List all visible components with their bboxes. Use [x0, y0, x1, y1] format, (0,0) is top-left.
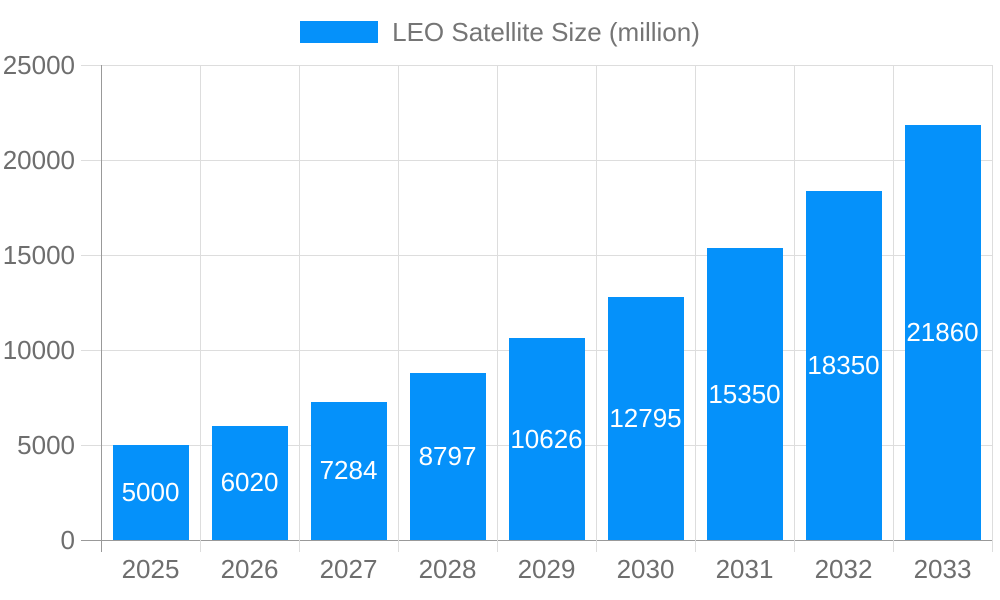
x-gridline [298, 65, 300, 540]
x-tick-label: 2031 [715, 554, 774, 584]
x-tick-label: 2032 [814, 554, 873, 584]
bar-2033[interactable]: 21860 [904, 124, 981, 540]
y-tick [81, 539, 101, 541]
x-gridline [991, 65, 993, 540]
x-tick-label: 2025 [121, 554, 180, 584]
y-tick [81, 349, 101, 351]
x-tick [694, 540, 696, 552]
bar-value-label: 5000 [121, 477, 180, 507]
bar-value-label: 21860 [906, 316, 979, 347]
y-tick [81, 64, 101, 66]
x-gridline [694, 65, 696, 540]
y-tick-label: 25000 [2, 50, 75, 80]
bar-2026[interactable]: 6020 [211, 425, 288, 540]
y-tick-label: 15000 [2, 240, 75, 270]
bar-value-label: 12795 [609, 402, 682, 433]
y-tick [81, 159, 101, 161]
bar-value-label: 15350 [708, 378, 781, 409]
x-tick [991, 540, 993, 552]
x-gridline [595, 65, 597, 540]
x-tick [199, 540, 201, 552]
y-tick [81, 444, 101, 446]
bar-2027[interactable]: 7284 [310, 401, 387, 540]
x-axis-line [101, 539, 992, 541]
bar-value-label: 8797 [418, 440, 477, 471]
x-tick-label: 2026 [220, 554, 279, 584]
y-axis-line [100, 65, 102, 540]
y-gridline [101, 64, 992, 66]
x-tick [397, 540, 399, 552]
y-tick [81, 254, 101, 256]
bar-2025[interactable]: 5000 [112, 445, 189, 540]
x-tick [595, 540, 597, 552]
x-tick-label: 2029 [517, 554, 576, 584]
x-tick-label: 2027 [319, 554, 378, 584]
y-tick-label: 20000 [2, 145, 75, 175]
bar-value-label: 10626 [510, 423, 583, 454]
x-tick [100, 540, 102, 552]
x-gridline [199, 65, 201, 540]
bar-value-label: 7284 [319, 455, 378, 486]
legend[interactable]: LEO Satellite Size (million) [0, 18, 1000, 46]
x-tick [496, 540, 498, 552]
x-tick-label: 2030 [616, 554, 675, 584]
x-gridline [496, 65, 498, 540]
bar-value-label: 6020 [220, 467, 279, 498]
y-tick-label: 10000 [2, 335, 75, 365]
x-tick-label: 2033 [913, 554, 972, 584]
x-tick [892, 540, 894, 552]
x-tick [298, 540, 300, 552]
x-gridline [397, 65, 399, 540]
bar-value-label: 18350 [807, 350, 880, 381]
bar-2028[interactable]: 8797 [409, 372, 486, 540]
y-gridline [101, 254, 992, 256]
legend-label: LEO Satellite Size (million) [392, 17, 700, 47]
y-tick-label: 0 [60, 525, 75, 555]
legend-swatch [300, 21, 379, 43]
x-gridline [793, 65, 795, 540]
x-tick-label: 2028 [418, 554, 477, 584]
x-tick [793, 540, 795, 552]
y-gridline [101, 159, 992, 161]
bar-2030[interactable]: 12795 [607, 296, 684, 540]
bar-2031[interactable]: 15350 [706, 248, 783, 540]
bar-2032[interactable]: 18350 [805, 191, 882, 540]
bar-2029[interactable]: 10626 [508, 338, 585, 540]
y-tick-label: 5000 [17, 430, 75, 460]
x-gridline [892, 65, 894, 540]
